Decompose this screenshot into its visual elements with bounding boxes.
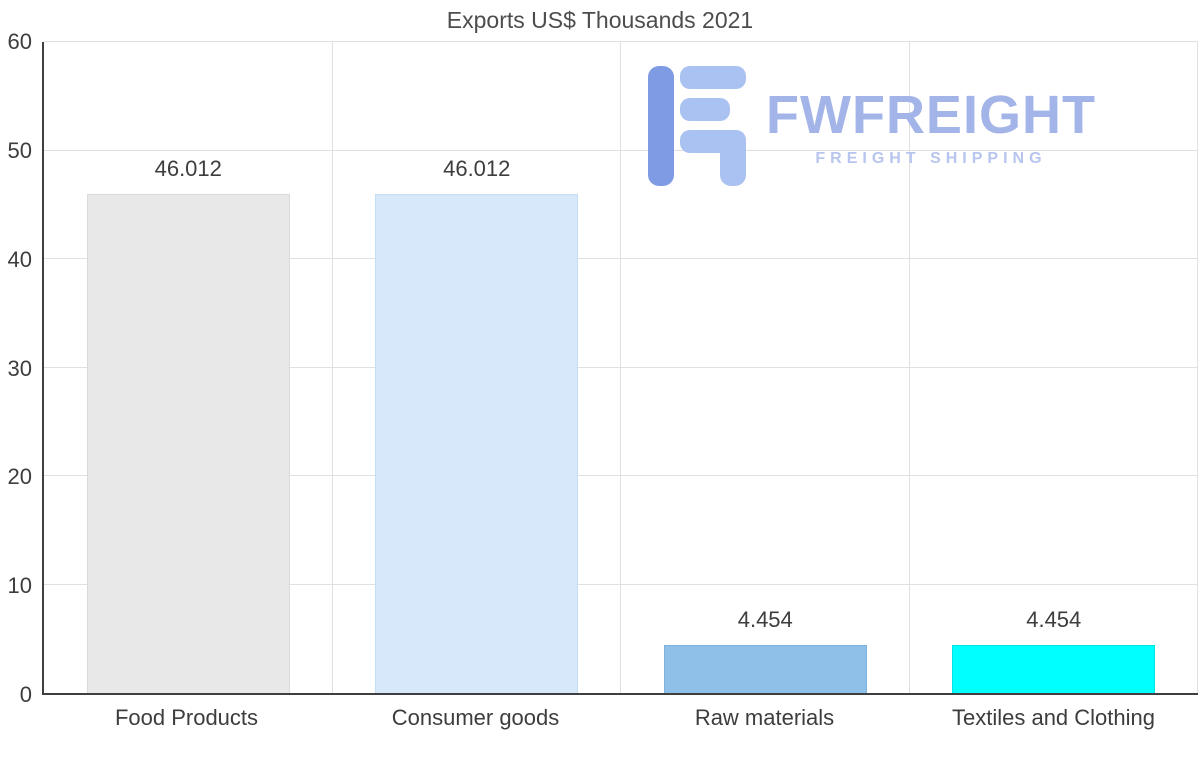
- chart-title: Exports US$ Thousands 2021: [446, 7, 754, 33]
- h-gridline: [44, 366, 1198, 368]
- x-tick-label: Consumer goods: [391, 705, 560, 730]
- bar-textiles-and-clothing: [952, 644, 1156, 693]
- bar-value-label: 46.012: [154, 155, 222, 181]
- bar-value-label: 46.012: [443, 155, 511, 181]
- y-tick-label: 60: [7, 29, 32, 54]
- bar-value-label: 4.454: [737, 606, 793, 632]
- bar-consumer-goods: [375, 193, 579, 693]
- bar-raw-materials: [663, 644, 867, 693]
- bar-value-label: 4.454: [1026, 606, 1082, 632]
- h-gridline: [44, 583, 1198, 585]
- h-gridline: [44, 149, 1198, 151]
- v-gridline: [1197, 42, 1198, 693]
- v-gridline: [620, 42, 621, 693]
- h-gridline: [44, 41, 1198, 42]
- v-gridline: [908, 42, 910, 693]
- h-gridline: [44, 475, 1198, 476]
- plot-area: 46.012 46.012 4.454 4.454: [42, 41, 1198, 695]
- x-tick-label: Food Products: [114, 705, 259, 730]
- h-gridline: [44, 258, 1198, 259]
- y-tick-label: 50: [7, 137, 32, 163]
- x-tick-label: Textiles and Clothing: [951, 705, 1155, 730]
- y-tick-label: 10: [7, 573, 32, 599]
- x-axis: Food Products Consumer goods Raw materials…: [42, 697, 1198, 737]
- y-tick-label: 0: [19, 682, 32, 707]
- bar-food-products: [86, 193, 290, 693]
- x-tick-label: Raw materials: [694, 705, 835, 730]
- y-tick-label: 20: [7, 464, 32, 490]
- v-gridline: [331, 42, 333, 693]
- y-axis: 0 10 20 30 40 50 60: [0, 31, 34, 706]
- y-tick-label: 30: [7, 355, 32, 381]
- y-tick-label: 40: [7, 246, 32, 272]
